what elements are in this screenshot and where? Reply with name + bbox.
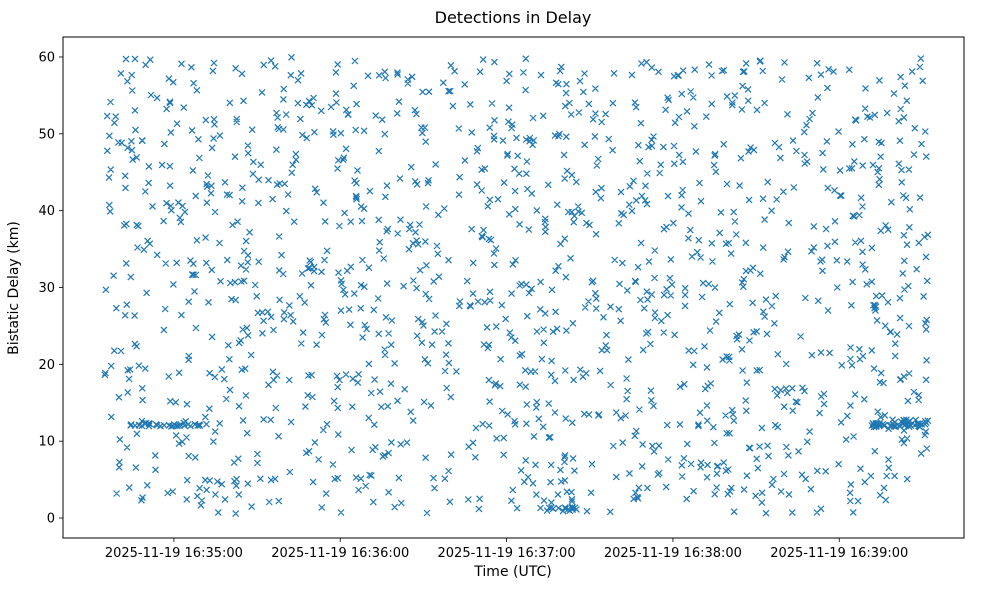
y-tick-label: 60 — [38, 50, 55, 65]
y-tick-label: 40 — [38, 204, 55, 219]
x-tick-label: 2025-11-19 16:38:00 — [604, 546, 742, 561]
x-tick-label: 2025-11-19 16:39:00 — [770, 546, 908, 561]
x-axis-label: Time (UTC) — [473, 564, 551, 580]
y-tick-label: 20 — [38, 358, 55, 373]
x-axis-ticks: 2025-11-19 16:35:00 2025-11-19 16:36:00 20… — [105, 538, 908, 561]
y-axis-label: Bistatic Delay (km) — [6, 221, 22, 355]
plot-area — [62, 36, 965, 539]
y-tick-label: 30 — [38, 281, 55, 296]
chart-title: Detections in Delay — [435, 8, 592, 27]
x-tick-label: 2025-11-19 16:36:00 — [271, 546, 409, 561]
y-tick-label: 10 — [38, 435, 55, 450]
y-axis-ticks: 0 10 20 30 40 50 60 — [38, 50, 63, 527]
x-tick-label: 2025-11-19 16:35:00 — [105, 546, 243, 561]
y-tick-label: 50 — [38, 127, 55, 142]
y-tick-label: 0 — [47, 512, 55, 527]
x-tick-label: 2025-11-19 16:37:00 — [438, 546, 576, 561]
data-points — [101, 53, 932, 518]
